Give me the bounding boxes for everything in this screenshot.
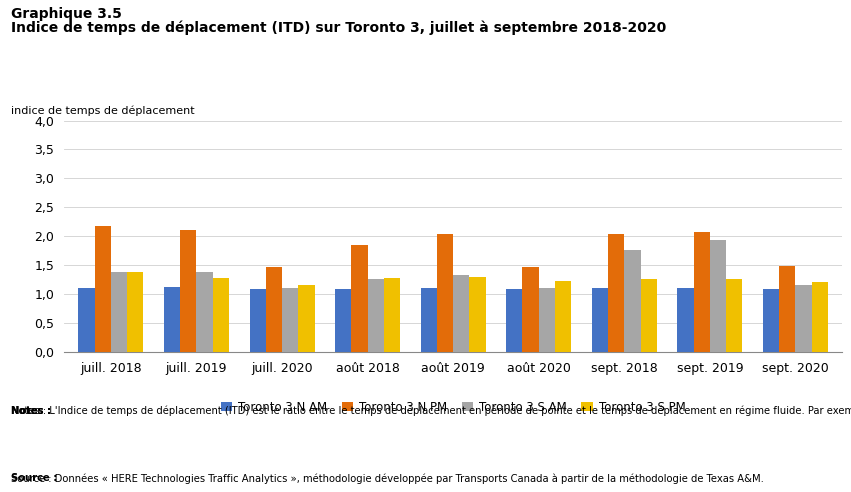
- Bar: [453, 275, 470, 352]
- Bar: [726, 279, 742, 352]
- Bar: [694, 232, 710, 352]
- Legend: Toronto 3 N AM, Toronto 3 N PM, Toronto 3 S AM, Toronto 3 S PM: Toronto 3 N AM, Toronto 3 N PM, Toronto …: [217, 397, 689, 417]
- Bar: [812, 282, 828, 352]
- Bar: [111, 272, 127, 352]
- Bar: [796, 285, 812, 352]
- Text: Indice de temps de déplacement (ITD) sur Toronto 3, juillet à septembre 2018-202: Indice de temps de déplacement (ITD) sur…: [11, 21, 666, 35]
- Bar: [299, 285, 315, 352]
- Bar: [384, 278, 400, 352]
- Bar: [335, 289, 351, 352]
- Bar: [351, 246, 368, 352]
- Bar: [523, 267, 539, 352]
- Text: Notes : L'Indice de temps de déplacement (ITD) est le ratio entre le temps de dé: Notes : L'Indice de temps de déplacement…: [11, 406, 851, 416]
- Bar: [625, 250, 641, 352]
- Bar: [266, 267, 282, 352]
- Bar: [677, 288, 694, 352]
- Bar: [591, 288, 608, 352]
- Bar: [249, 289, 266, 352]
- Bar: [282, 288, 299, 352]
- Text: Source :: Source :: [11, 473, 57, 483]
- Bar: [420, 288, 437, 352]
- Text: indice de temps de déplacement: indice de temps de déplacement: [11, 105, 195, 116]
- Text: Source : Données « HERE Technologies Traffic Analytics », méthodologie développé: Source : Données « HERE Technologies Tra…: [11, 473, 764, 484]
- Text: Notes :: Notes :: [11, 406, 51, 416]
- Text: Graphique 3.5: Graphique 3.5: [11, 7, 122, 21]
- Bar: [368, 279, 384, 352]
- Bar: [539, 288, 555, 352]
- Bar: [710, 240, 726, 352]
- Bar: [608, 234, 625, 352]
- Bar: [762, 289, 780, 352]
- Bar: [164, 287, 180, 352]
- Bar: [197, 272, 213, 352]
- Bar: [78, 288, 94, 352]
- Bar: [437, 234, 453, 352]
- Text: Notes :: Notes :: [11, 406, 51, 416]
- Bar: [180, 230, 197, 352]
- Bar: [94, 226, 111, 352]
- Bar: [127, 272, 144, 352]
- Bar: [470, 277, 486, 352]
- Bar: [506, 289, 523, 352]
- Bar: [780, 266, 796, 352]
- Bar: [555, 280, 571, 352]
- Bar: [641, 279, 657, 352]
- Bar: [213, 278, 229, 352]
